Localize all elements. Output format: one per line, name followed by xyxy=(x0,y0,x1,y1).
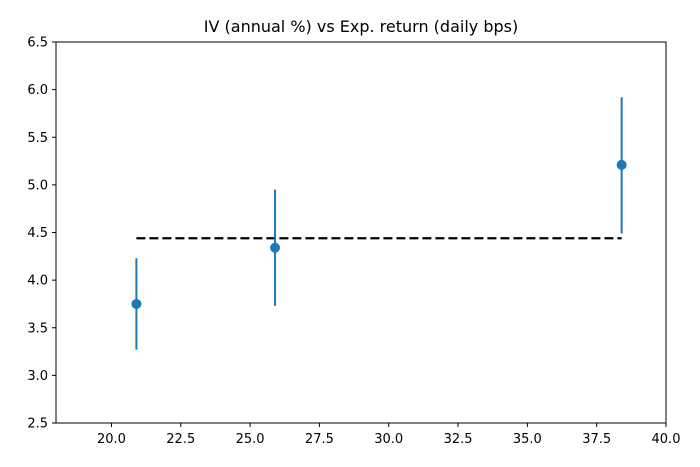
x-tick-label: 32.5 xyxy=(444,432,473,447)
y-tick-label: 3.5 xyxy=(27,321,48,336)
data-point xyxy=(131,298,142,309)
y-tick-label: 5.5 xyxy=(27,131,48,146)
y-tick-label: 5.0 xyxy=(27,178,48,193)
data-point xyxy=(270,242,281,253)
x-tick-label: 30.0 xyxy=(374,432,403,447)
y-tick-label: 6.5 xyxy=(27,36,48,51)
x-tick-label: 22.5 xyxy=(166,432,195,447)
y-tick-label: 6.0 xyxy=(27,83,48,98)
x-tick-label: 20.0 xyxy=(97,432,126,447)
y-tick-label: 4.5 xyxy=(27,226,48,241)
x-axis: 20.0 22.5 25.0 27.5 30.0 32.5 35.0 37.5 40.0 xyxy=(97,423,680,447)
axes-frame xyxy=(55,41,667,424)
x-tick-label: 25.0 xyxy=(236,432,265,447)
y-tick-label: 4.0 xyxy=(27,274,48,289)
plot-area xyxy=(131,97,627,350)
data-point xyxy=(616,159,627,170)
x-tick-label: 37.5 xyxy=(582,432,611,447)
x-tick-label: 35.0 xyxy=(513,432,542,447)
chart-title: IV (annual %) vs Exp. return (daily bps) xyxy=(204,17,518,36)
y-tick-label: 2.5 xyxy=(27,417,48,432)
y-axis: 2.5 3.0 3.5 4.0 4.5 5.0 5.5 6.0 6.5 xyxy=(27,36,56,432)
x-tick-label: 27.5 xyxy=(305,432,334,447)
x-tick-label: 40.0 xyxy=(652,432,681,447)
y-tick-label: 3.0 xyxy=(27,369,48,384)
